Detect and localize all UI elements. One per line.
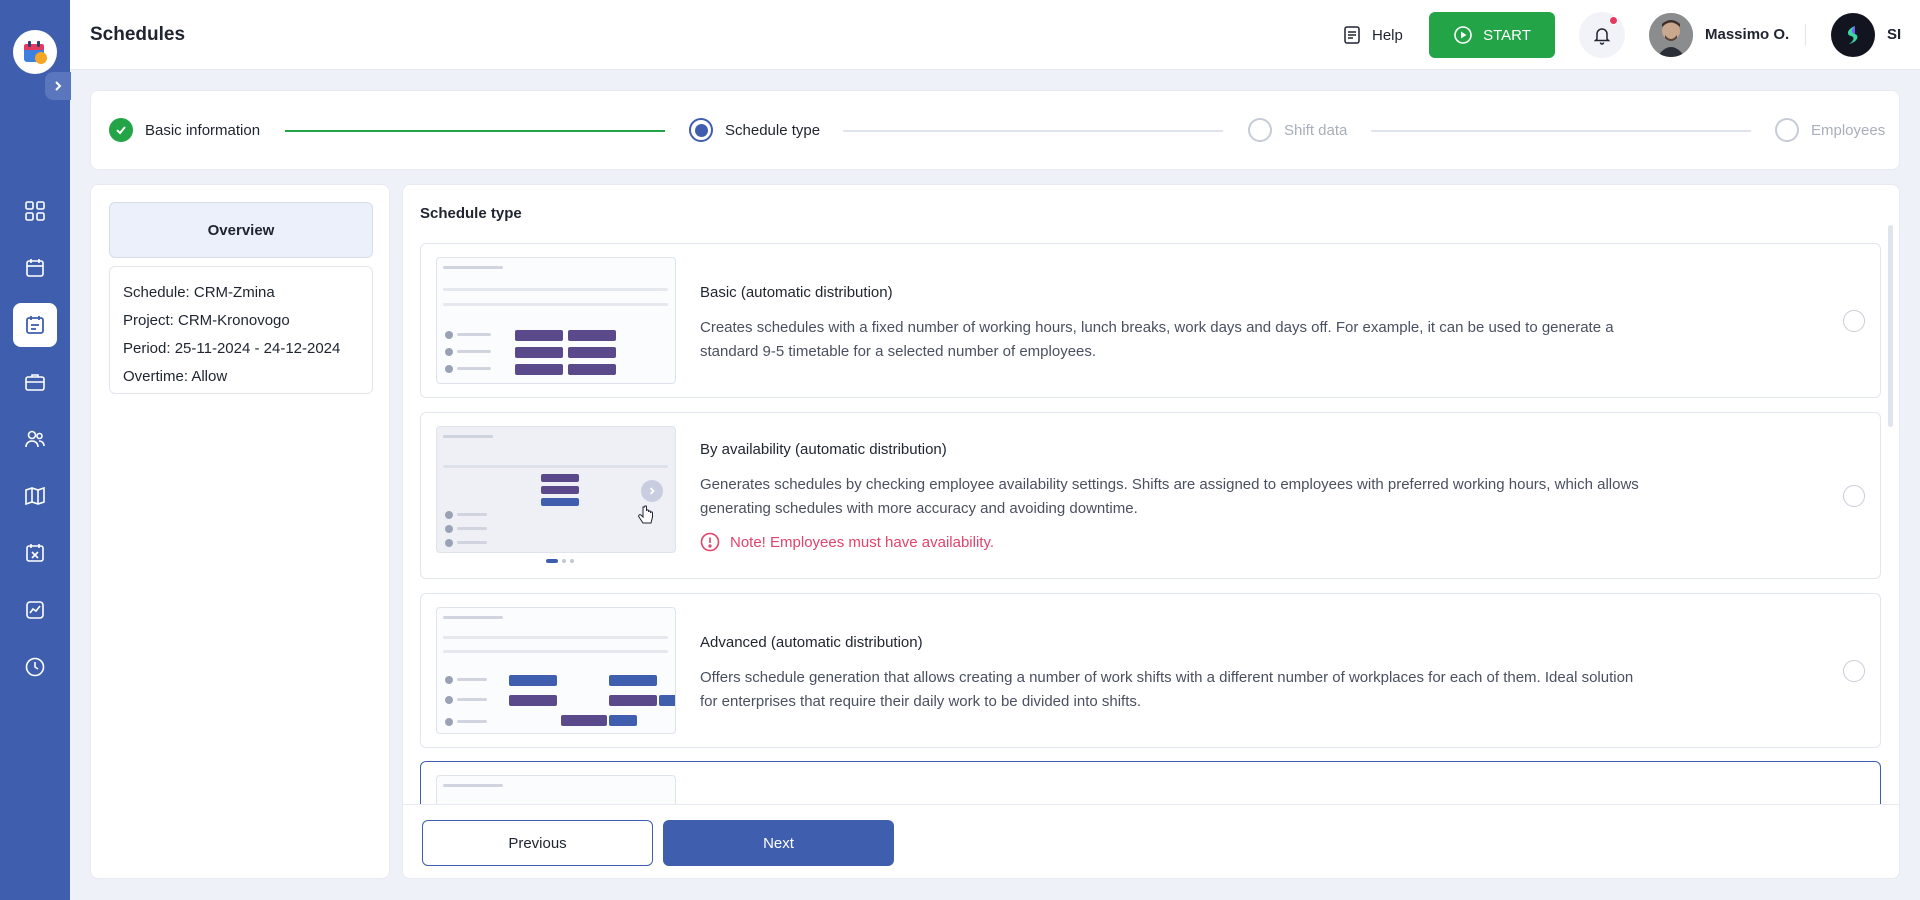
- wizard-footer: Previous Next: [403, 804, 1899, 878]
- previous-button[interactable]: Previous: [422, 820, 653, 866]
- step-schedule-type[interactable]: Schedule type: [689, 118, 820, 142]
- users-icon: [25, 430, 45, 448]
- notification-badge: [1609, 16, 1618, 25]
- overview-details: Schedule: CRM-Zmina Project: CRM-Kronovo…: [109, 266, 373, 394]
- sidebar-item-reports[interactable]: [13, 588, 57, 632]
- option-preview-carousel[interactable]: [436, 426, 676, 553]
- option-note: Note! Employees must have availability.: [730, 533, 995, 551]
- carousel-dot[interactable]: [570, 559, 574, 563]
- schedule-icon: [26, 316, 44, 334]
- option-preview-image: [436, 607, 676, 734]
- carousel-dots: [546, 559, 574, 563]
- step-connector: [843, 130, 1223, 132]
- option-by-availability[interactable]: By availability (automatic distribution)…: [420, 412, 1881, 579]
- overview-overtime: Overtime: Allow: [123, 368, 228, 385]
- overview-panel: Overview Schedule: CRM-Zmina Project: CR…: [90, 184, 390, 879]
- user-name[interactable]: Massimo O.: [1705, 26, 1790, 43]
- play-circle-icon: [1454, 26, 1472, 44]
- option-basic[interactable]: Basic (automatic distribution) Creates s…: [420, 243, 1881, 398]
- step-label: Employees: [1811, 121, 1886, 139]
- sidebar-item-users[interactable]: [13, 417, 57, 461]
- calendar-icon: [26, 259, 44, 277]
- option-preview-image: [436, 257, 676, 384]
- chevron-right-icon: [649, 487, 655, 495]
- help-label: Help: [1372, 26, 1403, 44]
- option-advanced[interactable]: Advanced (automatic distribution) Offers…: [420, 593, 1881, 748]
- start-label: START: [1483, 26, 1531, 44]
- page-title: Schedules: [90, 24, 186, 45]
- next-button[interactable]: Next: [663, 820, 894, 866]
- option-radio[interactable]: [1843, 310, 1865, 332]
- sidebar-item-time-off[interactable]: [13, 531, 57, 575]
- option-title: By availability (automatic distribution): [700, 441, 947, 458]
- calendar-logo-icon: [24, 41, 47, 64]
- option-warning: Note! Employees must have availability.: [700, 532, 994, 552]
- step-label: Basic information: [145, 121, 261, 139]
- company-mark-icon: [1847, 26, 1858, 44]
- step-connector-done: [285, 130, 665, 132]
- option-description: Creates schedules with a fixed number of…: [700, 319, 1614, 360]
- option-title: Basic (automatic distribution): [700, 284, 893, 301]
- step-label: Shift data: [1284, 121, 1348, 139]
- step-current-icon: [689, 118, 713, 142]
- sidebar-item-map[interactable]: [13, 474, 57, 518]
- sidebar-item-time[interactable]: [13, 645, 57, 689]
- carousel-dot[interactable]: [562, 559, 566, 563]
- chart-icon: [26, 601, 44, 619]
- step-basic-information[interactable]: Basic information: [109, 118, 260, 142]
- start-button[interactable]: START: [1429, 12, 1555, 58]
- top-header: Schedules Help START Massimo O.: [70, 0, 1920, 70]
- user-avatar[interactable]: [1649, 13, 1693, 57]
- calendar-x-icon: [26, 544, 44, 562]
- step-shift-data[interactable]: Shift data: [1248, 118, 1347, 142]
- option-title: Advanced (automatic distribution): [700, 634, 923, 651]
- schedule-type-panel: Schedule type Basic (automatic distribut…: [402, 184, 1900, 879]
- overview-schedule: Schedule: CRM-Zmina: [123, 284, 275, 301]
- sidebar-item-briefcase[interactable]: [13, 360, 57, 404]
- step-employees[interactable]: Employees: [1775, 118, 1885, 142]
- dashboard-icon: [25, 201, 45, 221]
- sidebar-item-calendar[interactable]: [13, 246, 57, 290]
- sidebar: [0, 0, 71, 900]
- step-connector: [1371, 130, 1751, 132]
- section-title: Schedule type: [420, 205, 522, 222]
- document-icon: [1344, 26, 1360, 44]
- scrollbar[interactable]: [1888, 225, 1893, 427]
- alert-circle-icon: [700, 532, 720, 552]
- hand-cursor-icon: [638, 505, 653, 524]
- chevron-right-icon: [55, 81, 62, 91]
- bell-icon: [1593, 28, 1611, 45]
- sidebar-item-dashboard[interactable]: [13, 189, 57, 233]
- overview-period: Period: 25-11-2024 - 24-12-2024: [123, 340, 341, 357]
- option-radio[interactable]: [1843, 485, 1865, 507]
- user-photo-icon: [1649, 13, 1693, 57]
- notifications-button[interactable]: [1579, 12, 1625, 58]
- check-icon: [116, 126, 126, 135]
- carousel-dot-active[interactable]: [546, 559, 558, 563]
- option-description: Generates schedules by checking employee…: [700, 476, 1639, 517]
- sidebar-item-schedules[interactable]: [13, 303, 57, 347]
- overview-tab[interactable]: Overview: [109, 202, 373, 258]
- briefcase-icon: [25, 374, 45, 391]
- overview-project: Project: CRM-Kronovogo: [123, 312, 290, 329]
- app-logo[interactable]: [13, 30, 57, 74]
- wizard-stepper: Basic information Schedule type Shift da…: [90, 90, 1900, 170]
- header-divider: [1805, 24, 1806, 46]
- step-pending-icon: [1775, 118, 1799, 142]
- step-pending-icon: [1248, 118, 1272, 142]
- company-logo[interactable]: [1831, 13, 1875, 57]
- map-icon: [25, 486, 45, 506]
- sidebar-expand-button[interactable]: [45, 72, 71, 100]
- step-label: Schedule type: [725, 121, 821, 139]
- help-link[interactable]: Help: [1342, 25, 1403, 45]
- carousel-next-button[interactable]: [641, 480, 663, 502]
- option-description: Offers schedule generation that allows c…: [700, 669, 1634, 710]
- step-done-icon: [109, 118, 133, 142]
- company-abbr[interactable]: SI: [1887, 26, 1902, 43]
- option-radio[interactable]: [1843, 660, 1865, 682]
- clock-icon: [25, 657, 45, 677]
